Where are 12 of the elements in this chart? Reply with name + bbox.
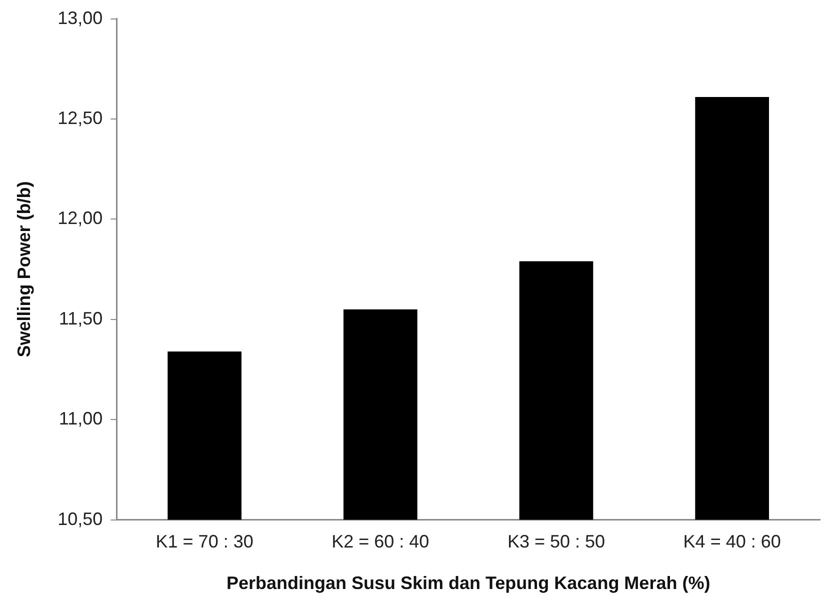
x-tick-label: K4 = 40 : 60: [683, 532, 781, 552]
y-tick-label: 13,00: [58, 8, 103, 28]
y-tick-label: 12,50: [58, 108, 103, 128]
y-tick-label: 10,50: [58, 508, 103, 529]
y-tick-label: 12,00: [58, 208, 103, 228]
y-tick-label: 11,00: [58, 408, 103, 429]
x-tick-label: K1 = 70 : 30: [156, 532, 254, 552]
x-axis-title: Perbandingan Susu Skim dan Tepung Kacang Merah (%): [226, 573, 710, 594]
x-tick-label: K2 = 60 : 40: [332, 532, 430, 552]
x-tick-label: K3 = 50 : 50: [507, 532, 606, 552]
y-tick-label: 11,50: [58, 308, 103, 328]
y-axis-title: Swelling Power (b/b): [14, 181, 34, 358]
